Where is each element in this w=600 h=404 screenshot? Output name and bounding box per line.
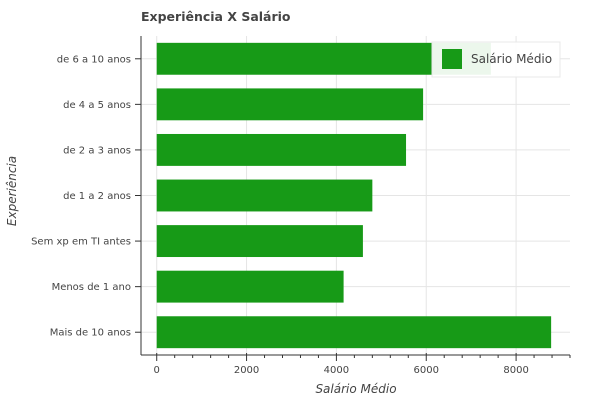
y-tick-label: Mais de 10 anos — [50, 328, 131, 339]
x-tick-label: 2000 — [234, 365, 259, 376]
bar — [156, 270, 344, 303]
y-tick-label: Sem xp em TI antes — [31, 237, 131, 248]
bar — [156, 179, 373, 212]
x-axis-label: Salário Médio — [315, 382, 396, 396]
bar — [156, 133, 407, 166]
x-tick-label: 0 — [154, 365, 160, 376]
y-tick-label: de 1 a 2 anos — [63, 191, 131, 202]
x-tick-label: 8000 — [503, 365, 528, 376]
bars — [156, 42, 552, 349]
bar — [156, 316, 552, 349]
chart-title: Experiência X Salário — [141, 9, 291, 24]
axes — [135, 36, 571, 361]
x-tick-label: 4000 — [324, 365, 349, 376]
bar — [156, 88, 424, 121]
y-tick-label: de 4 a 5 anos — [63, 100, 131, 111]
legend-label: Salário Médio — [471, 52, 552, 66]
tick-labels: 0 2000 4000 6000 8000 Mais de 10 anos Menos de… — [31, 54, 529, 376]
x-tick-label: 6000 — [414, 365, 439, 376]
y-tick-label: de 6 a 10 anos — [57, 54, 131, 65]
y-tick-label: de 2 a 3 anos — [63, 145, 131, 156]
legend: Salário Médio — [431, 41, 561, 78]
y-tick-label: Menos de 1 ano — [52, 282, 131, 293]
y-axis-label: Experiência — [5, 156, 19, 226]
legend-swatch — [442, 49, 462, 69]
bar — [156, 225, 363, 258]
